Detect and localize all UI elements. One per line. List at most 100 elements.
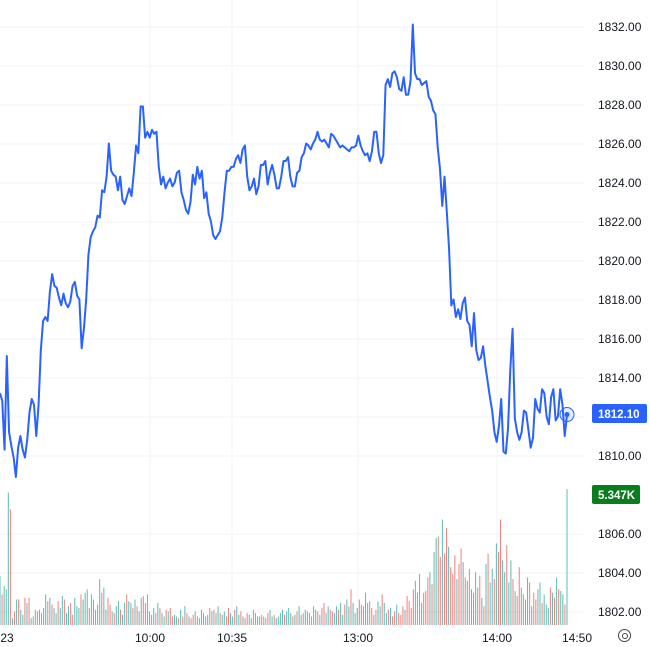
volume-bar <box>200 609 202 625</box>
volume-bar <box>45 594 47 625</box>
volume-bar <box>304 609 306 625</box>
volume-bar <box>70 602 72 625</box>
volume-bar <box>421 602 423 625</box>
volume-bar <box>142 596 144 625</box>
volume-bar <box>24 597 26 625</box>
settings-gear-icon[interactable] <box>618 629 631 642</box>
volume-bar <box>441 519 443 625</box>
volume-bar <box>84 592 86 625</box>
volume-bar <box>331 611 333 625</box>
volume-bar <box>556 577 558 625</box>
volume-bar <box>130 602 132 625</box>
volume-bar <box>423 592 425 625</box>
volume-bar <box>414 580 416 625</box>
volume-bar <box>107 597 109 625</box>
volume-bar <box>416 592 418 625</box>
volume-bar <box>373 614 375 625</box>
volume-bar <box>161 613 163 625</box>
volume-bar <box>493 579 495 625</box>
volume-bar <box>169 608 171 625</box>
volume-bar <box>55 613 57 625</box>
volume-bar <box>371 608 373 625</box>
price-tick-label: 1810.00 <box>598 449 642 463</box>
volume-bar <box>171 616 173 625</box>
volume-bar <box>57 601 59 625</box>
volume-bar <box>109 604 111 625</box>
volume-bar <box>68 606 70 625</box>
volume-bar <box>14 611 16 625</box>
volume-bar <box>47 601 49 625</box>
volume-bar <box>402 606 404 625</box>
volume-bar <box>404 609 406 625</box>
volume-bar <box>342 614 344 625</box>
volume-bar <box>41 613 43 625</box>
volume-bar <box>350 589 352 625</box>
volume-bar <box>412 589 414 625</box>
last-price-label: 1812.10 <box>598 409 640 421</box>
volume-bar <box>479 575 481 625</box>
volume-bar <box>215 613 217 625</box>
volume-bar <box>564 604 566 625</box>
volume-bar <box>126 594 128 625</box>
volume-bar <box>537 589 539 625</box>
price-tick-label: 1826.00 <box>598 137 642 151</box>
volume-bar <box>128 601 130 625</box>
volume-bar <box>539 582 541 625</box>
price-tick-label: 1814.00 <box>598 371 642 385</box>
volume-bar <box>427 577 429 625</box>
volume-bar <box>74 597 76 625</box>
volume-bar <box>86 589 88 625</box>
volume-bar <box>211 611 213 625</box>
volume-bar <box>311 616 313 625</box>
volume-bar <box>248 614 250 625</box>
volume-bar <box>146 594 148 625</box>
volume-bar <box>358 599 360 625</box>
volume-bar <box>549 587 551 625</box>
volume-bar <box>491 568 493 625</box>
grid-lines <box>0 0 585 625</box>
volume-bar <box>88 608 90 625</box>
volume-bar <box>36 611 38 625</box>
volume-bar <box>38 609 40 625</box>
volume-bar <box>250 618 252 625</box>
volume-bar <box>475 572 477 625</box>
volume-bar <box>360 604 362 625</box>
price-axis[interactable]: 1832.00 1830.00 1828.00 1826.00 1824.00 1822.… <box>598 20 642 619</box>
volume-bar <box>483 606 485 625</box>
volume-bar <box>317 611 319 625</box>
volume-bar <box>7 492 9 625</box>
volume-bar <box>59 608 61 625</box>
volume-bar <box>92 599 94 625</box>
volume-bar <box>261 614 263 625</box>
volume-bar <box>560 591 562 625</box>
volume-bar <box>562 594 564 625</box>
volume-bar <box>223 611 225 625</box>
time-axis[interactable]: 23 10:00 10:35 13:00 14:00 14:50 <box>0 631 592 645</box>
volume-bar <box>99 579 101 625</box>
volume-bar <box>165 609 167 625</box>
volume-bar <box>267 613 269 625</box>
volume-bar <box>379 606 381 625</box>
volume-bar <box>367 602 369 625</box>
volume-bar <box>435 538 437 625</box>
volume-bar <box>315 609 317 625</box>
volume-bar <box>286 611 288 625</box>
volume-bar <box>61 596 63 625</box>
last-volume-label: 5.347K <box>598 490 636 502</box>
volume-bar <box>516 596 518 625</box>
volume-bar <box>230 613 232 625</box>
volume-bar <box>497 551 499 625</box>
time-tick-label: 10:00 <box>135 631 165 645</box>
volume-bar <box>464 577 466 625</box>
volume-bar <box>477 587 479 625</box>
volume-bar <box>338 609 340 625</box>
volume-bar <box>192 614 194 625</box>
volume-bar <box>325 613 327 625</box>
volume-bar <box>182 616 184 625</box>
volume-bar <box>340 602 342 625</box>
volume-bar <box>545 604 547 625</box>
volume-bar <box>80 594 82 625</box>
volume-bar <box>111 611 113 625</box>
volume-bar <box>207 614 209 625</box>
